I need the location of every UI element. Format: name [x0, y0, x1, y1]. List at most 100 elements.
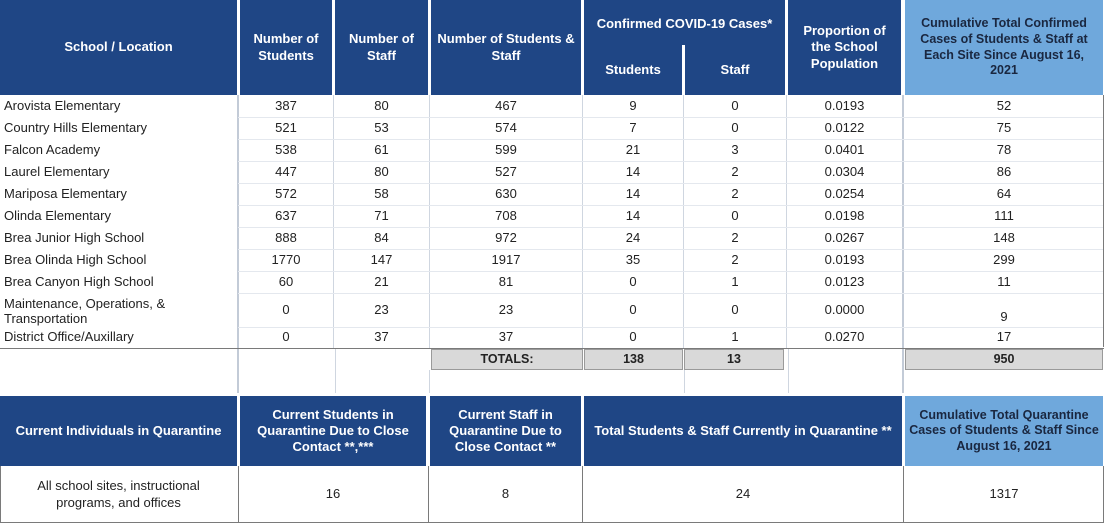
- school-name: Laurel Elementary: [4, 163, 110, 179]
- totals-cumulative: 950: [905, 349, 1103, 370]
- staff-count: 58: [374, 185, 389, 201]
- student-cases: 35: [625, 251, 641, 267]
- students-staff-count: 708: [495, 207, 517, 223]
- staff-count: 53: [374, 119, 389, 135]
- proportion-value: 0.0267: [824, 229, 865, 245]
- students-staff-count: 467: [495, 97, 517, 113]
- school-name: Mariposa Elementary: [4, 185, 127, 201]
- staff-count: 84: [374, 229, 389, 245]
- student-count: 538: [275, 141, 297, 157]
- staff-cases: 1: [731, 273, 739, 289]
- staff-count: 37: [374, 329, 389, 345]
- quarantine-total: 24: [735, 486, 751, 502]
- student-cases: 21: [625, 141, 641, 157]
- quarantine-header-cumulative: Cumulative Total Quarantine Cases of Stu…: [905, 396, 1103, 466]
- student-count: 0: [282, 329, 290, 345]
- cumulative-cases: 64: [996, 185, 1012, 201]
- quarantine-header-label: Current Individuals in Quarantine: [0, 396, 237, 466]
- proportion-value: 0.0123: [824, 273, 865, 289]
- students-staff-count: 630: [495, 185, 517, 201]
- header-confirmed-cases: Confirmed COVID-19 Cases*: [584, 0, 785, 45]
- student-cases: 0: [629, 301, 637, 317]
- school-name: Country Hills Elementary: [4, 119, 148, 135]
- cumulative-cases: 9: [1000, 308, 1008, 324]
- student-count: 60: [278, 273, 294, 289]
- cumulative-cases: 17: [996, 329, 1012, 345]
- staff-cases: 1: [731, 329, 739, 345]
- staff-cases: 0: [731, 119, 739, 135]
- cumulative-cases: 299: [993, 251, 1015, 267]
- quarantine-cumulative: 1317: [989, 486, 1019, 502]
- school-name: Olinda Elementary: [4, 207, 111, 223]
- staff-count: 23: [374, 301, 389, 317]
- proportion-value: 0.0122: [824, 119, 865, 135]
- proportion-value: 0.0304: [824, 163, 865, 179]
- proportion-value: 0.0401: [824, 141, 865, 157]
- staff-count: 71: [374, 207, 389, 223]
- header-number-of-students-staff: Number of Students & Staff: [431, 0, 581, 95]
- staff-cases: 2: [731, 251, 739, 267]
- student-count: 0: [282, 301, 290, 317]
- student-cases: 0: [629, 273, 637, 289]
- students-staff-count: 37: [498, 329, 514, 345]
- quarantine-header-staff: Current Staff in Quarantine Due to Close…: [430, 396, 581, 466]
- student-cases: 14: [625, 185, 641, 201]
- proportion-value: 0.0198: [824, 207, 865, 223]
- totals-case-staff: 13: [684, 349, 784, 370]
- totals-case-students: 138: [584, 349, 683, 370]
- header-cumulative-confirmed: Cumulative Total Confirmed Cases of Stud…: [905, 0, 1103, 95]
- quarantine-staff: 8: [501, 486, 510, 502]
- students-staff-count: 81: [498, 273, 514, 289]
- header-number-of-staff: Number of Staff: [335, 0, 428, 95]
- totals-label: TOTALS:: [431, 349, 583, 370]
- students-staff-count: 1917: [491, 251, 521, 267]
- staff-cases: 2: [731, 163, 739, 179]
- student-cases: 0: [629, 329, 637, 345]
- proportion-value: 0.0193: [824, 97, 865, 113]
- school-name: Brea Canyon High School: [4, 273, 154, 289]
- student-count: 888: [275, 229, 297, 245]
- header-cases-students: Students: [584, 45, 682, 95]
- student-count: 521: [275, 119, 297, 135]
- cumulative-cases: 78: [996, 141, 1012, 157]
- proportion-value: 0.0193: [824, 251, 865, 267]
- student-cases: 24: [625, 229, 641, 245]
- cumulative-cases: 86: [996, 163, 1012, 179]
- student-count: 1770: [271, 251, 301, 267]
- school-name: Maintenance, Operations, & Transportatio…: [4, 296, 166, 326]
- student-count: 447: [275, 163, 297, 179]
- staff-count: 147: [370, 251, 393, 267]
- student-cases: 14: [625, 207, 641, 223]
- staff-count: 21: [374, 273, 389, 289]
- cumulative-cases: 75: [996, 119, 1012, 135]
- proportion-value: 0.0270: [824, 329, 865, 345]
- header-number-of-students: Number of Students: [240, 0, 332, 95]
- student-cases: 7: [629, 119, 637, 135]
- staff-cases: 3: [731, 141, 739, 157]
- students-staff-count: 574: [495, 119, 517, 135]
- school-name: Falcon Academy: [4, 141, 101, 157]
- staff-cases: 2: [731, 185, 739, 201]
- students-staff-count: 972: [495, 229, 517, 245]
- header-proportion: Proportion of the School Population: [788, 0, 901, 95]
- staff-cases: 0: [731, 97, 739, 113]
- students-staff-count: 23: [498, 301, 514, 317]
- cumulative-cases: 52: [996, 97, 1012, 113]
- quarantine-row-label: All school sites, instructional programs…: [37, 478, 200, 510]
- staff-count: 80: [374, 97, 389, 113]
- header-cases-staff: Staff: [685, 45, 785, 95]
- header-school-location: School / Location: [0, 0, 237, 95]
- proportion-value: 0.0000: [824, 301, 865, 317]
- school-name: Brea Olinda High School: [4, 251, 147, 267]
- staff-cases: 0: [731, 301, 739, 317]
- school-name: District Office/Auxillary: [4, 329, 134, 345]
- student-cases: 14: [625, 163, 641, 179]
- cumulative-cases: 11: [997, 273, 1011, 289]
- student-count: 572: [275, 185, 297, 201]
- staff-count: 80: [374, 163, 389, 179]
- school-name: Brea Junior High School: [4, 229, 145, 245]
- student-count: 637: [275, 207, 297, 223]
- students-staff-count: 527: [495, 163, 517, 179]
- cumulative-cases: 111: [994, 207, 1014, 223]
- staff-cases: 2: [731, 229, 739, 245]
